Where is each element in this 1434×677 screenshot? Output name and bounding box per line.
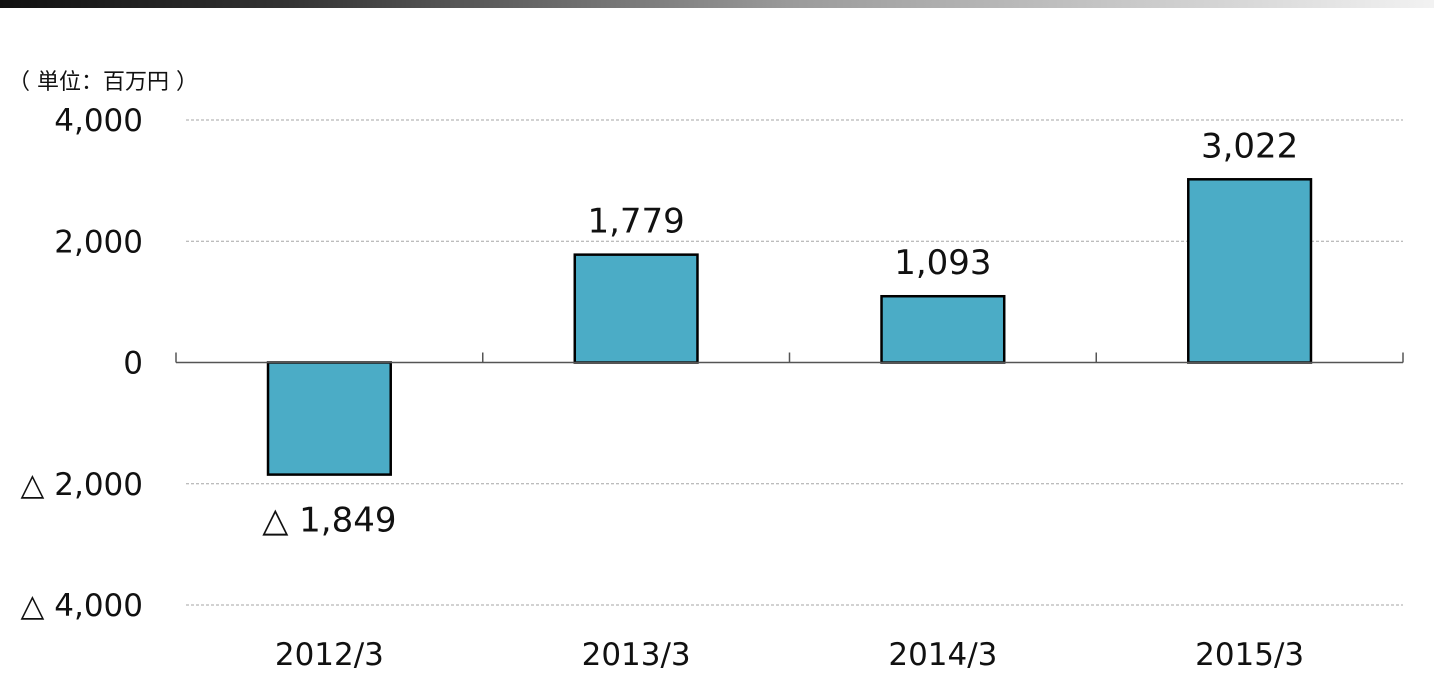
bars — [266, 178, 1313, 476]
y-tick-label: △ 2,000 — [21, 467, 143, 503]
data-label: 1,779 — [587, 202, 684, 242]
bar-2012/3 — [266, 361, 392, 476]
x-axis — [175, 352, 1404, 364]
y-tick-label: 4,000 — [54, 103, 143, 139]
data-label: 3,022 — [1201, 126, 1298, 166]
x-tick-label: 2015/3 — [1195, 637, 1304, 673]
data-labels: △ 1,849 1,779 1,093 3,022 — [262, 126, 1298, 540]
data-label: 1,093 — [894, 243, 991, 283]
bar-2015/3 — [1187, 178, 1313, 364]
x-tick-label: 2013/3 — [582, 637, 691, 673]
x-tick-label: 2014/3 — [888, 637, 997, 673]
x-axis-ticks: 2012/3 2013/3 2014/3 2015/3 — [275, 637, 1304, 673]
y-tick-label: 2,000 — [54, 224, 143, 260]
y-tick-label: △ 4,000 — [21, 588, 143, 624]
unit-label: （ 単位：百万円 ） — [8, 70, 198, 95]
data-label: △ 1,849 — [262, 501, 396, 541]
top-gradient-bar — [0, 0, 1434, 8]
y-axis-ticks: 4,000 2,000 0 △ 2,000 △ 4,000 — [21, 103, 143, 624]
gridlines — [186, 119, 1403, 606]
bar-2013/3 — [573, 253, 699, 364]
y-tick-label: 0 — [123, 346, 143, 382]
bar-2014/3 — [880, 294, 1006, 364]
x-tick-label: 2012/3 — [275, 637, 384, 673]
